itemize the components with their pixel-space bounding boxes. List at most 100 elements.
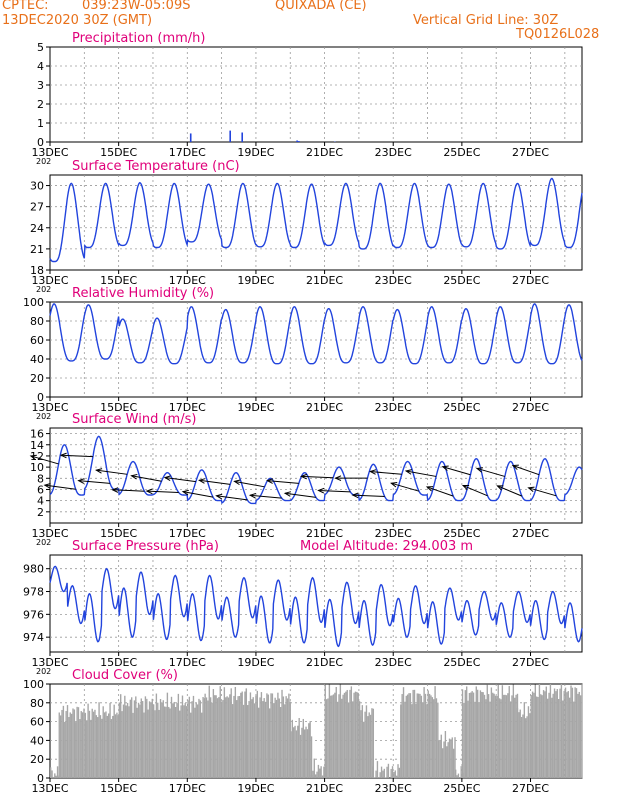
temp-ytick-label: 30 [30,180,44,193]
cloud-bar [135,696,137,778]
cloud-bar [157,702,159,778]
cloud-bar [338,694,340,778]
wind-arrow-head [369,469,377,475]
cloud-bar [242,704,245,778]
wind-ytick-label: 4 [37,495,44,508]
cloud-bar [360,710,362,778]
cloud-bar [303,729,306,778]
wind-arrow [512,465,540,476]
cloud-xtick-label: 19DEC [237,782,274,795]
cloud-bar [62,705,65,778]
cloud-bar [215,695,217,778]
cloud-bar [540,694,542,778]
cloud-bar [533,692,535,778]
cloud-bar [354,691,357,778]
cloud-bar [146,698,148,778]
cloud-title: Cloud Cover (%) [72,668,178,683]
cloud-ytick-label: 100 [23,678,44,691]
wind-arrow-head [283,491,292,497]
cloud-bar [291,719,294,778]
cloud-bar [376,761,379,778]
cloud-bar [144,696,147,778]
cloud-bar [331,695,333,778]
wind-arrow [44,484,76,490]
rh-year-fragment: 202 [36,412,51,421]
cloud-bar [77,707,80,778]
cloud-bar [440,734,442,778]
precip-xtick-label: 13DEC [31,146,68,159]
cloud-bar [412,689,414,778]
temp-frame [49,174,583,271]
wind-arrow-head [404,469,413,475]
cloud-bar [208,685,210,778]
cloud-bar [526,716,528,778]
precip-frame [49,46,583,143]
cloud-bar [212,689,215,778]
precip-bar [189,133,192,142]
cloud-bar [341,698,343,778]
cloud-bar [492,692,494,778]
cloud-bar [241,691,243,778]
cloud-bar [398,767,401,778]
cloud-bar [99,715,102,778]
rh-xtick-label: 25DEC [443,401,480,414]
temp-ytick-label: 21 [30,243,44,256]
cloud-bar [531,691,534,778]
cloud-bar [256,690,258,778]
cloud-bar [375,770,377,778]
cloud-xtick-label: 27DEC [512,782,549,795]
cloud-bar [297,725,299,778]
cloud-bar [170,696,173,778]
panel-temp: 18 21 24 27 30 13DEC 15DEC 17DEC 19DEC 21DEC 23DEC… [30,159,583,294]
cloud-bar [294,725,296,778]
header-grid-note: Vertical Grid Line: 30Z [413,13,559,28]
pres-ytick-label: 978 [23,586,44,599]
cloud-bar [426,704,428,778]
cloud-bar [512,684,515,778]
cloud-bar [369,714,372,778]
cloud-bar [395,775,398,778]
cloud-bar [471,691,473,778]
precip-xtick-label: 15DEC [100,146,137,159]
cloud-ytick-label: 20 [30,753,44,766]
pres-xtick-label: 23DEC [375,656,412,669]
wind-arrow-head [266,478,274,484]
cloud-bar [309,721,311,778]
cloud-bar [570,685,572,778]
wind-arrow [528,487,557,497]
precip-ytick-label: 2 [37,98,44,111]
wind-arrow-head [527,486,535,492]
cloud-bar [571,687,574,778]
cloud-bar [335,686,337,778]
cloud-bar [262,701,264,778]
temp-xtick-label: 25DEC [443,274,480,287]
cloud-bar [542,690,545,778]
wind-xtick-label: 15DEC [100,527,137,540]
cloud-bar [334,692,336,778]
cloud-bar [422,702,424,778]
cloud-bar [367,716,369,778]
cloud-bar [349,689,351,778]
cloud-bar [452,748,455,778]
temp-xtick-label: 13DEC [31,274,68,287]
cloud-bar [384,777,387,778]
cloud-bar [319,768,321,778]
cloud-bar [226,696,228,778]
rh-ytick-label: 60 [30,334,44,347]
cloud-bar [122,704,125,778]
cloud-bar [225,697,227,778]
cloud-bar [371,708,373,778]
wind-arrow-head [300,473,308,480]
rh-xtick-label: 13DEC [31,401,68,414]
wind-arrow [234,480,265,488]
cloud-bar [575,688,578,778]
pres-ytick-label: 976 [23,608,44,621]
cloud-bar [352,701,354,778]
cloud-bar [245,688,248,778]
cloud-bar [126,702,129,778]
cloud-bar [323,766,325,778]
cloud-bar [211,702,213,778]
rh-xtick-label: 27DEC [512,401,549,414]
cloud-bar [298,718,300,778]
cloud-bar [387,763,390,778]
